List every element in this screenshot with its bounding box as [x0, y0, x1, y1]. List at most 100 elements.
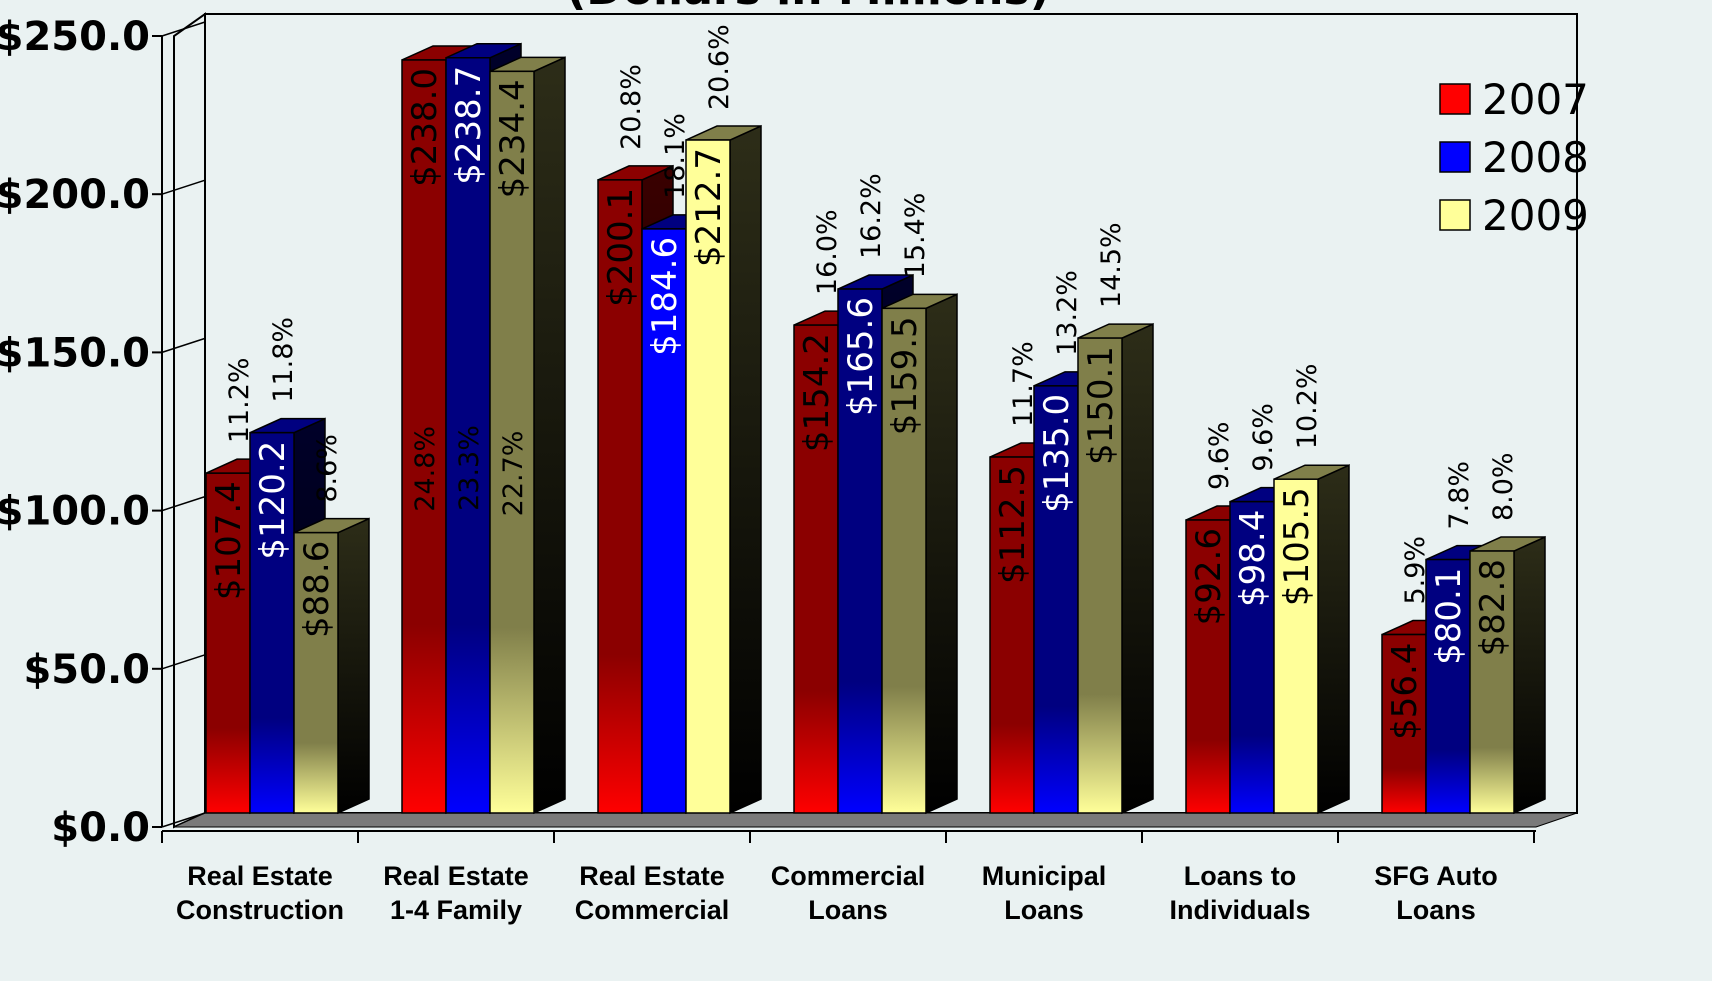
x-category-label: Municipal — [982, 861, 1107, 891]
x-category-label: SFG Auto — [1374, 861, 1497, 891]
bar-2008 — [837, 288, 883, 814]
legend-swatch — [1439, 83, 1471, 115]
value-label: $150.1 — [1081, 346, 1121, 465]
bar-2009 — [685, 139, 731, 814]
bar-side-2009 — [925, 293, 958, 815]
bar-2009 — [881, 307, 927, 814]
legend: 2007 2008 2009 — [1439, 75, 1589, 240]
value-label: $212.7 — [689, 148, 729, 267]
y-gridline-side — [161, 21, 206, 37]
x-category-label: 1-4 Family — [390, 895, 522, 925]
value-label: $82.8 — [1473, 559, 1513, 656]
x-category-label: Loans — [1004, 895, 1084, 925]
bar-2008 — [249, 431, 295, 814]
y-tick-label: $150.0 — [0, 330, 150, 376]
value-label: $159.5 — [885, 316, 925, 435]
y-gridline-side — [161, 337, 206, 354]
data-labels: $107.4 11.2%$120.2 11.8% $88.6 8.6% $238.0 24.… — [209, 24, 1519, 740]
y-tick-label: $100.0 — [0, 489, 150, 535]
bar-side-2009 — [1317, 464, 1350, 815]
x-category-label: Loans — [1396, 895, 1476, 925]
x-category-label: Real Estate — [187, 861, 333, 891]
bar-2007 — [205, 472, 251, 814]
floor — [173, 812, 1578, 828]
value-label: $112.5 — [993, 465, 1033, 584]
percent-label: 11.2% — [224, 357, 255, 443]
bar-2007 — [989, 456, 1035, 814]
bar-2008 — [641, 228, 687, 814]
value-label: $92.6 — [1189, 528, 1229, 625]
percent-label: 18.1% — [660, 113, 691, 199]
percent-label: 9.6% — [1204, 421, 1235, 490]
x-category-label: Real Estate — [383, 861, 529, 891]
percent-label: 7.8% — [1444, 461, 1475, 530]
percent-label: 22.7% — [498, 431, 529, 517]
y-gridline-side — [161, 812, 206, 828]
x-category-label: Loans — [808, 895, 888, 925]
y-gridline-side — [161, 179, 206, 195]
legend-label: 2007 — [1482, 75, 1589, 124]
bar-side-2009 — [729, 124, 762, 815]
percent-label: 11.8% — [268, 317, 299, 403]
value-label: $165.6 — [841, 297, 881, 416]
legend-swatch — [1439, 141, 1471, 173]
bar-2008 — [1425, 558, 1471, 814]
percent-label: 8.0% — [1488, 452, 1519, 521]
bar-2008 — [1229, 500, 1275, 814]
x-category-label: Commercial — [575, 895, 730, 925]
percent-label: 8.6% — [312, 434, 343, 503]
percent-label: 14.5% — [1096, 222, 1127, 308]
legend-swatch — [1439, 199, 1471, 231]
bar-2009 — [1077, 337, 1123, 814]
y-tick-label: $250.0 — [0, 14, 150, 60]
bar-2007 — [793, 324, 839, 814]
x-category-label: Individuals — [1169, 895, 1310, 925]
bar-2008 — [1033, 385, 1079, 814]
value-label: $184.6 — [645, 237, 685, 356]
value-label: $234.4 — [493, 79, 533, 198]
value-label: $238.7 — [449, 66, 489, 185]
value-label: $88.6 — [297, 541, 337, 638]
y-gridline-side — [161, 495, 206, 512]
value-label: $154.2 — [797, 333, 837, 452]
y-tick-label: $0.0 — [51, 805, 150, 851]
percent-label: 16.0% — [812, 209, 843, 295]
chart-title: (Dollars in Millions) — [566, 0, 1050, 15]
percent-label: 20.8% — [616, 64, 647, 150]
bar-2009 — [489, 70, 535, 814]
bar-2009 — [1469, 550, 1515, 814]
bar-side-2009 — [337, 517, 370, 815]
value-label: $98.4 — [1233, 510, 1273, 607]
bar-2007 — [1185, 519, 1231, 814]
percent-label: 5.9% — [1400, 536, 1431, 605]
percent-label: 10.2% — [1292, 363, 1323, 449]
legend-label: 2009 — [1482, 191, 1589, 240]
bar-2009 — [293, 531, 339, 814]
value-label: $120.2 — [253, 441, 293, 560]
value-label: $107.4 — [209, 481, 249, 600]
value-label: $105.5 — [1277, 487, 1317, 606]
x-category-label: Loans to — [1184, 861, 1297, 891]
value-label: $135.0 — [1037, 394, 1077, 513]
percent-label: 13.2% — [1052, 270, 1083, 356]
percent-label: 9.6% — [1248, 403, 1279, 472]
percent-label: 16.2% — [856, 173, 887, 259]
percent-label: 11.7% — [1008, 341, 1039, 427]
value-label: $56.4 — [1385, 643, 1425, 740]
x-category-label: Real Estate — [579, 861, 725, 891]
percent-label: 15.4% — [900, 193, 931, 279]
bar-side-2009 — [533, 56, 566, 815]
legend-label: 2008 — [1482, 133, 1589, 182]
y-gridline-side — [161, 654, 206, 670]
bar-2009 — [1273, 478, 1319, 814]
side-wall — [173, 12, 206, 829]
value-label: $200.1 — [601, 188, 641, 307]
bar-side-2009 — [1121, 322, 1154, 815]
axes: $0.0 $50.0 $100.0 $150.0 $200.0 $250.0 Real Es… — [0, 0, 1536, 925]
x-category-label: Construction — [176, 895, 344, 925]
bar-2007 — [1381, 633, 1427, 814]
value-label: $238.0 — [405, 68, 445, 187]
bars — [205, 42, 1546, 815]
